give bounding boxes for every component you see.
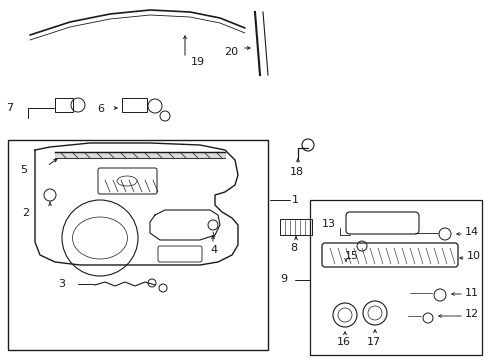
Text: 15: 15	[345, 251, 358, 261]
Bar	[309, 200, 481, 355]
Text: 11: 11	[464, 288, 478, 298]
Text: 19: 19	[191, 57, 204, 67]
Text: 6: 6	[97, 104, 104, 114]
Bar	[55, 98, 73, 112]
Text: 14: 14	[464, 227, 478, 237]
Text: 18: 18	[289, 167, 304, 177]
Text: 1: 1	[291, 195, 298, 205]
Text: 2: 2	[22, 208, 29, 218]
Text: 3: 3	[58, 279, 65, 289]
Bar	[8, 140, 267, 350]
Text: 17: 17	[366, 337, 380, 347]
Text: 9: 9	[280, 274, 286, 284]
Text: 8: 8	[289, 243, 297, 253]
Text: 16: 16	[336, 337, 350, 347]
Text: 10: 10	[466, 251, 480, 261]
Text: 5: 5	[20, 165, 27, 175]
Text: 13: 13	[321, 219, 335, 229]
Text: 12: 12	[464, 309, 478, 319]
Text: 7: 7	[6, 103, 13, 113]
Bar	[122, 98, 147, 112]
Bar	[280, 219, 311, 235]
Text: 20: 20	[224, 47, 238, 57]
Text: 4: 4	[209, 245, 217, 255]
